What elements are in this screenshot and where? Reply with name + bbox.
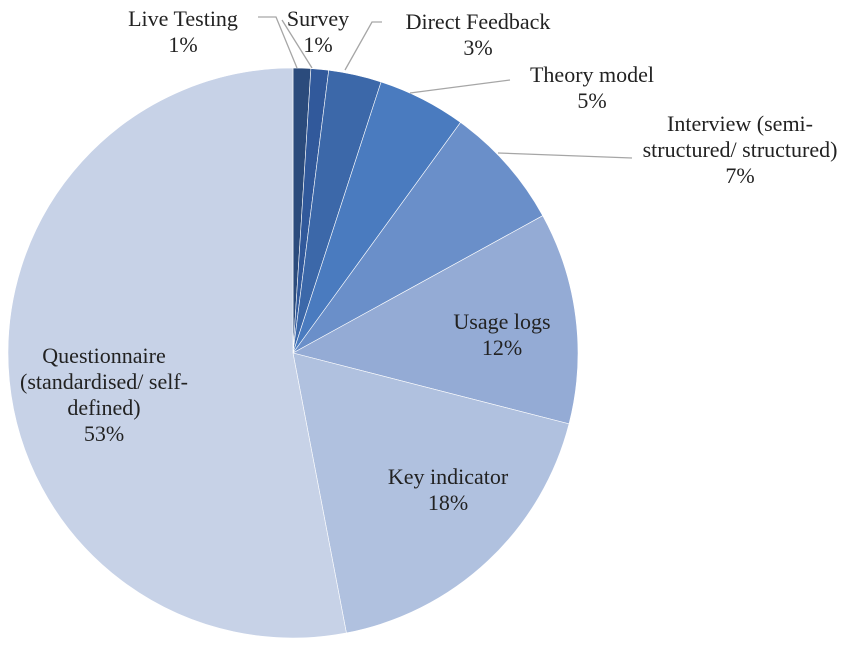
value-label: 7% [725, 163, 755, 188]
category-name: Key indicator [387, 464, 509, 489]
slice-label: Interview (semi-structured/ structured) 7… [625, 111, 851, 189]
category-name: Live Testing [128, 6, 238, 31]
value-label: 1% [303, 32, 333, 57]
value-label: 53% [83, 421, 125, 446]
category-name: Usage logs [453, 309, 551, 334]
leader-line [344, 21, 382, 71]
category-name: Survey [286, 6, 350, 31]
category-name: Interview (semi-structured/ structured) [642, 111, 838, 162]
value-label: 5% [577, 88, 607, 113]
value-label: 18% [427, 490, 469, 515]
slice-label: Questionnaire (standardised/ self-define… [0, 343, 209, 447]
slice-label: Theory model 5% [502, 62, 682, 114]
value-label: 1% [168, 32, 198, 57]
leader-line [281, 19, 313, 69]
leader-line [409, 79, 511, 94]
category-name: Questionnaire (standardised/ self-define… [20, 343, 188, 420]
leader-line [258, 16, 298, 69]
value-label: 3% [463, 35, 493, 60]
leader-line [497, 152, 633, 159]
pie-slice [7, 67, 347, 639]
slice-label: Direct Feedback 3% [378, 9, 578, 61]
category-name: Theory model [529, 62, 655, 87]
value-label: 12% [481, 335, 523, 360]
pie-slice [292, 215, 579, 425]
slice-label: Live Testing 1% [103, 6, 263, 58]
pie-slice [292, 352, 570, 634]
slice-label: Usage logs 12% [422, 309, 582, 361]
category-name: Direct Feedback [405, 9, 551, 34]
pie-slice [292, 122, 544, 354]
slice-label: Key indicator 18% [348, 464, 548, 516]
slice-label: Survey 1% [268, 6, 368, 58]
